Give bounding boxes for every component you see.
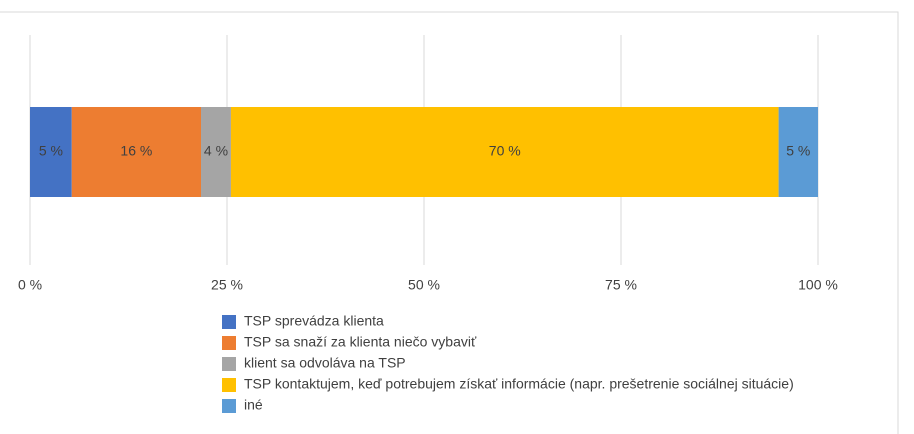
x-tick-label: 100 % [798,277,838,293]
data-label: 4 % [204,143,228,159]
legend-label: klient sa odvoláva na TSP [244,355,406,371]
x-tick-label: 0 % [18,277,42,293]
x-tick-label: 75 % [605,277,637,293]
legend-label: iné [244,397,263,413]
legend-label: TSP sa snaží za klienta niečo vybaviť [244,334,477,350]
bar-segment [30,107,72,197]
legend-swatch [222,378,236,392]
legend-swatch [222,357,236,371]
bar-segment [71,107,201,197]
x-tick-label: 25 % [211,277,243,293]
legend-swatch [222,315,236,329]
data-label: 5 % [39,143,63,159]
bar-segment [230,107,779,197]
legend-label: TSP sprevádza klienta [244,313,384,329]
bar-segment [200,107,231,197]
legend-swatch [222,336,236,350]
legend-swatch [222,399,236,413]
chart-frame [0,11,899,434]
legend-label: TSP kontaktujem, keď potrebujem získať i… [244,376,794,392]
data-label: 70 % [489,143,521,159]
data-label: 16 % [120,143,152,159]
bar-segment [778,107,818,197]
data-label: 5 % [786,143,810,159]
x-tick-label: 50 % [408,277,440,293]
